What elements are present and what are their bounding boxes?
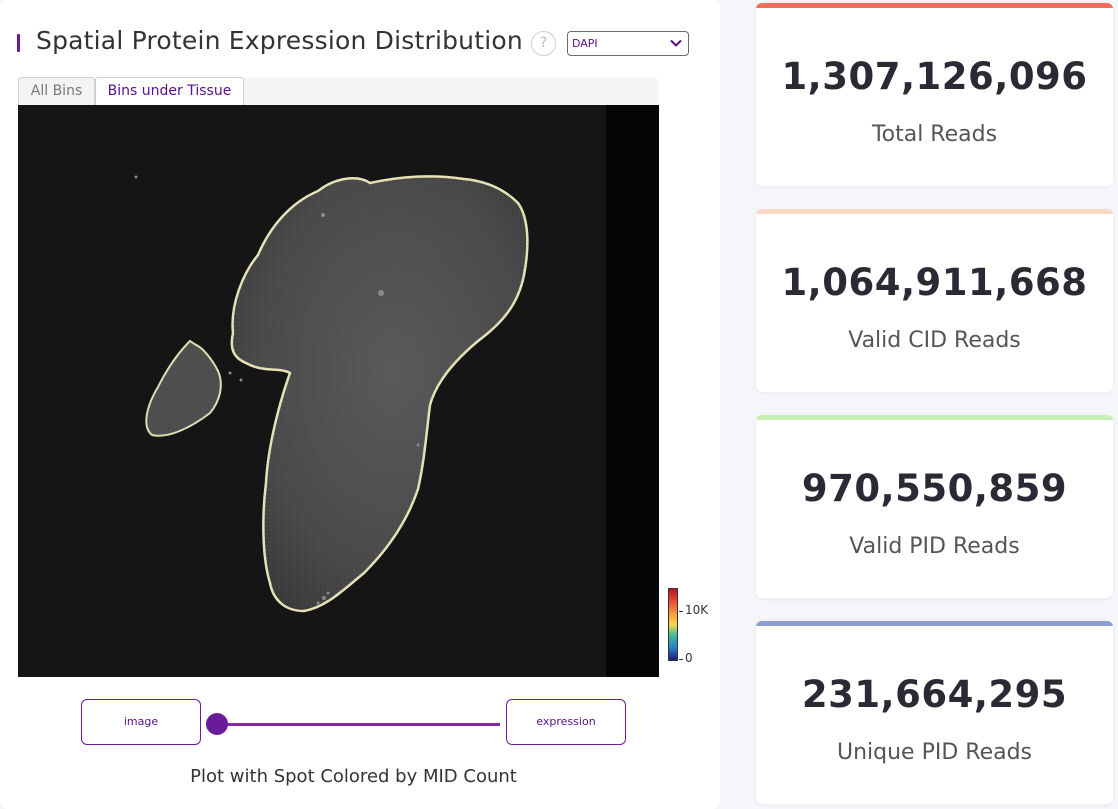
tissue-image xyxy=(18,105,659,677)
title-accent-bar xyxy=(17,34,20,52)
stat-card-unique-pid-reads: 231,664,295 Unique PID Reads xyxy=(756,621,1113,804)
colorbar-max-label: 10K xyxy=(685,603,709,617)
colorbar-tick-max xyxy=(679,611,683,612)
debris-spots xyxy=(134,175,420,605)
tissue-main xyxy=(230,175,529,613)
stat-card-accent xyxy=(756,621,1113,626)
stat-card-accent xyxy=(756,209,1113,214)
image-mode-button[interactable]: image xyxy=(81,699,201,745)
tissue-fragment xyxy=(145,339,222,437)
stat-card-valid-pid-reads: 970,550,859 Valid PID Reads xyxy=(756,415,1113,598)
channel-select[interactable]: DAPI xyxy=(567,31,689,56)
chevron-down-icon xyxy=(670,40,682,47)
stat-card-valid-cid-reads: 1,064,911,668 Valid CID Reads xyxy=(756,209,1113,392)
stat-value: 1,307,126,096 xyxy=(781,55,1088,98)
plot-caption: Plot with Spot Colored by MID Count xyxy=(190,766,517,787)
blend-slider-thumb[interactable] xyxy=(206,713,228,735)
blend-slider-track[interactable] xyxy=(217,723,500,726)
stat-label: Unique PID Reads xyxy=(836,740,1033,765)
stat-card-accent xyxy=(756,415,1113,420)
spatial-plot-panel: Spatial Protein Expression Distribution … xyxy=(17,26,709,787)
stat-value: 231,664,295 xyxy=(801,673,1068,716)
help-icon[interactable]: ? xyxy=(531,31,556,56)
stat-value: 1,064,911,668 xyxy=(781,261,1088,304)
colorbar-tick-min xyxy=(679,659,683,660)
channel-select-value: DAPI xyxy=(572,37,598,50)
colorbar xyxy=(668,588,678,661)
tissue-image-plot[interactable] xyxy=(18,105,659,677)
stat-value: 970,550,859 xyxy=(801,467,1068,510)
tab-all-bins[interactable]: All Bins xyxy=(18,77,95,105)
stat-card-accent xyxy=(756,3,1113,8)
page-title: Spatial Protein Expression Distribution xyxy=(36,26,523,55)
tab-bins-under-tissue[interactable]: Bins under Tissue xyxy=(95,77,244,105)
stat-label: Valid PID Reads xyxy=(849,534,1020,559)
stat-label: Total Reads xyxy=(871,122,998,147)
expression-mode-button[interactable]: expression xyxy=(506,699,626,745)
stat-card-total-reads: 1,307,126,096 Total Reads xyxy=(756,3,1113,186)
stat-label: Valid CID Reads xyxy=(848,328,1021,353)
tab-strip xyxy=(244,77,659,105)
colorbar-min-label: 0 xyxy=(685,651,693,665)
